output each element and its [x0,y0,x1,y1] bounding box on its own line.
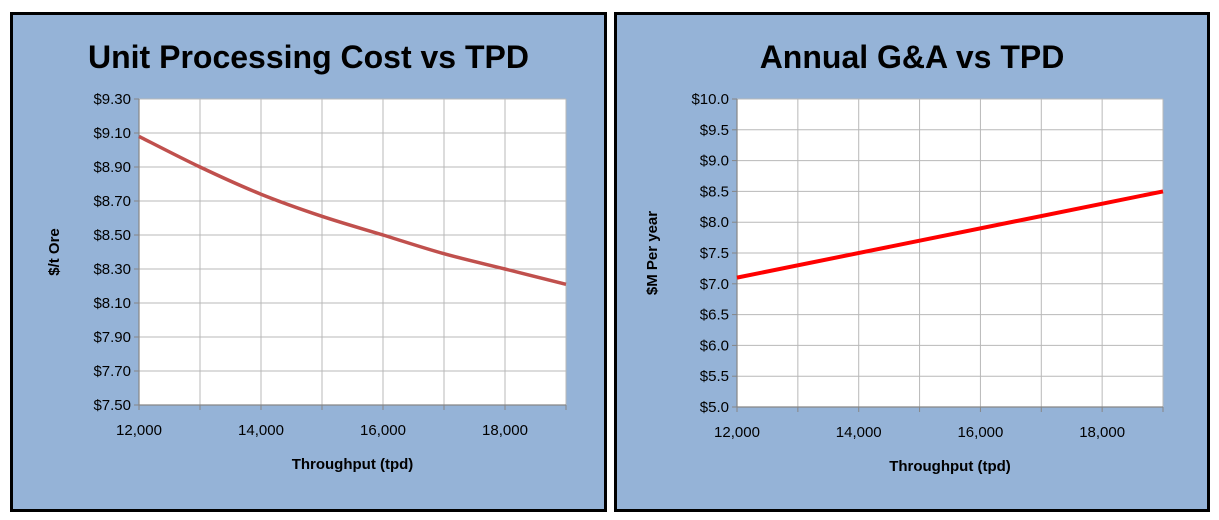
x-tick-label: 18,000 [1079,424,1125,441]
y-tick-label: $9.5 [700,122,729,139]
y-tick-label: $6.0 [700,337,729,354]
y-tick-label: $7.5 [700,245,729,262]
chart-title: Annual G&A vs TPD [759,39,1065,75]
y-tick-label: $7.70 [93,363,131,380]
y-tick-label: $5.0 [700,399,729,416]
y-tick-label: $8.30 [93,261,131,278]
y-tick-label: $7.90 [93,329,131,346]
x-tick-label: 14,000 [238,422,284,439]
chart-annual-ga: $5.0 $5.5 $6.0 $6.5 $7.0 $7.5 $8.0 $8.5 $9.0 $9.5… [644,91,1164,475]
y-axis-title: $M Per year [644,211,661,295]
y-tick-label: $8.50 [93,227,131,244]
x-tick-label: 18,000 [482,422,528,439]
plot-area [139,99,566,405]
y-tick-label: $8.0 [700,214,729,231]
y-tick-label: $8.10 [93,295,131,312]
y-tick-label: $9.30 [93,91,131,108]
y-tick-label: $8.5 [700,183,729,200]
y-axis-title: $/t Ore [46,228,63,276]
series-line [138,134,567,286]
y-tick-label: $7.0 [700,276,729,293]
y-tick-label: $9.10 [93,125,131,142]
x-tick-label: 16,000 [957,424,1003,441]
y-tick-label: $8.90 [93,159,131,176]
chart-title: Unit Processing Cost vs TPD [88,39,529,75]
x-axis-title: Throughput (tpd) [889,458,1011,475]
y-tick-label: $10.0 [691,91,729,108]
x-tick-label: 14,000 [836,424,882,441]
x-tick-label: 16,000 [360,422,406,439]
x-tick-label: 12,000 [714,424,760,441]
y-tick-label: $6.5 [700,307,729,324]
y-tick-label: $8.70 [93,193,131,210]
chart-unit-cost: $7.50 $7.70 $7.90 $8.10 $8.30 $8.50 $8.70 $8.90… [46,91,567,473]
chart-panel-annual-ga: Annual G&A vs TPD $5.0 $5.5 $6.0 $6.5 $7.0 $7… [614,12,1210,512]
y-tick-label: $5.5 [700,368,729,385]
x-axis-title: Throughput (tpd) [292,456,414,473]
x-tick-label: 12,000 [116,422,162,439]
series-line [736,189,1164,280]
y-tick-label: $7.50 [93,397,131,414]
y-tick-label: $9.0 [700,153,729,170]
chart-panel-unit-cost: Unit Processing Cost vs TPD $7.50 $7.70 $7… [10,12,607,512]
